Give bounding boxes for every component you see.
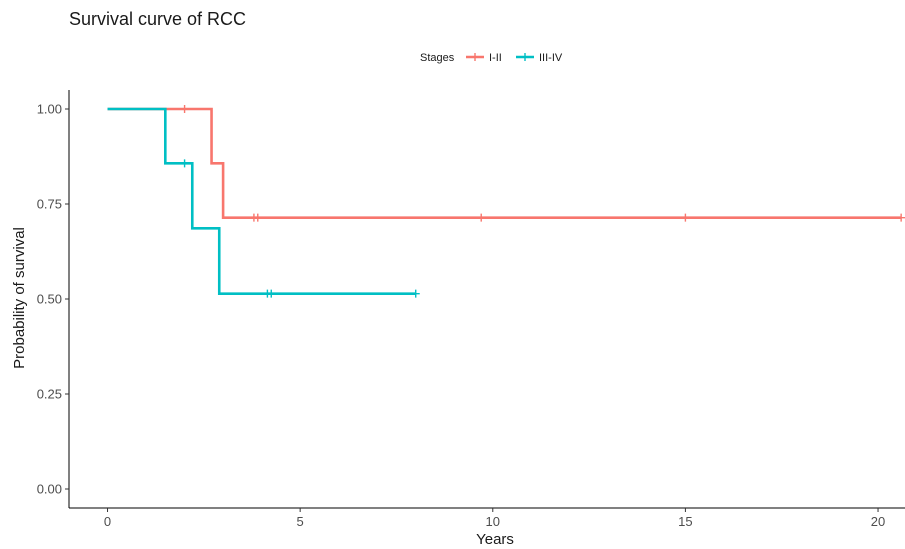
y-tick-label: 1.00	[37, 102, 62, 117]
x-tick-label: 0	[104, 514, 111, 529]
chart-title: Survival curve of RCC	[69, 9, 247, 29]
x-axis-title: Years	[476, 531, 514, 548]
censor-mark-III-IV	[411, 289, 420, 298]
survival-curve-I-II	[107, 107, 902, 219]
censor-mark-I-II	[681, 213, 690, 222]
legend-label-III-IV: III-IV	[539, 52, 563, 64]
x-tick-label: 20	[871, 514, 885, 529]
x-tick-label: 15	[678, 514, 692, 529]
censor-mark-I-II	[897, 213, 905, 222]
legend-label-I-II: I-II	[489, 52, 502, 64]
x-tick-label: 10	[486, 514, 500, 529]
censor-mark-III-IV	[267, 289, 276, 298]
y-tick-label: 0.00	[37, 482, 62, 497]
x-tick-label: 5	[297, 514, 304, 529]
axes: 0.00 0.25 0.50 0.75 1.00 0 5 10 15 20	[37, 90, 905, 529]
legend-title: Stages	[420, 52, 455, 64]
y-tick-label: 0.50	[37, 292, 62, 307]
y-tick-label: 0.25	[37, 387, 62, 402]
y-axis-title: Probability of survival	[11, 227, 28, 369]
censor-mark-III-IV	[180, 159, 189, 168]
plot-series	[107, 105, 905, 298]
censor-mark-I-II	[477, 213, 486, 222]
censor-mark-I-II	[180, 105, 189, 113]
survival-curve-III-IV	[107, 107, 416, 295]
legend: Stages I-II III-IV	[420, 52, 563, 64]
censor-mark-I-II	[253, 213, 262, 222]
y-tick-label: 0.75	[37, 197, 62, 212]
